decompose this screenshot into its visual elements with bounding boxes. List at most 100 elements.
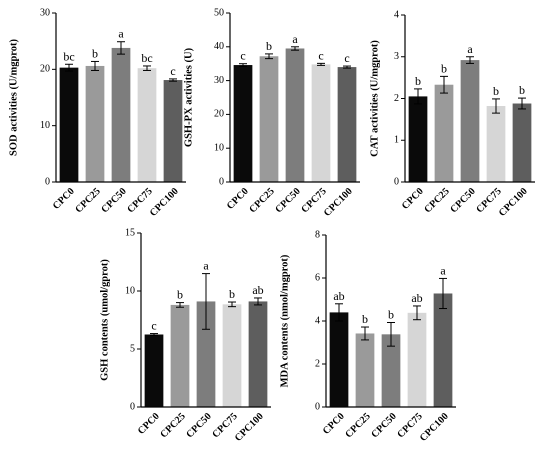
chart-gsh-px-activities: cCPC0bCPC25aCPC50cCPC75cCPC1000102030405…: [183, 7, 360, 219]
sod-error-bar-cpc75: [143, 65, 151, 71]
gsh-category-label: CPC50: [184, 411, 213, 440]
gsh-category-label: CPC100: [233, 411, 266, 444]
cat-category-label: CPC25: [422, 186, 451, 215]
sod-bar-cpc75: [137, 68, 157, 182]
mda-y-axis-label: MDA contents (nmol/mgprot): [279, 254, 290, 387]
gsh-significance-cpc75: b: [229, 287, 235, 301]
cat-significance-cpc25: b: [441, 61, 447, 75]
gsh-px-y-tick-label: 20: [214, 109, 224, 120]
cat-error-bar-cpc0: [414, 88, 422, 105]
gsh-px-error-bar-cpc25: [265, 53, 273, 60]
gsh-px-error-bar-cpc75: [317, 62, 325, 66]
gsh-px-y-tick-label: 40: [214, 41, 224, 52]
gsh-px-error-bar-cpc50: [291, 46, 299, 51]
gsh-bar-cpc0: [144, 334, 164, 407]
gsh-category-label: CPC25: [158, 411, 187, 440]
cat-error-bar-cpc100: [518, 97, 526, 110]
cat-y-axis-label: CAT activities (U/mgprot): [369, 40, 380, 157]
sod-category-label: CPC50: [99, 186, 128, 215]
mda-y-tick-label: 6: [315, 272, 320, 283]
mda-y-tick-label: 4: [315, 315, 320, 326]
cat-category-label: CPC50: [448, 186, 477, 215]
gsh-px-bar-cpc25: [259, 56, 279, 183]
sod-y-tick-label: 0: [45, 176, 50, 187]
gsh-px-significance-cpc100: c: [344, 51, 349, 65]
gsh-error-bar-cpc0: [150, 333, 158, 336]
cat-bar-cpc100: [512, 103, 532, 182]
gsh-y-tick-label: 0: [130, 401, 135, 412]
gsh-y-axis-label: GSH contents (umol/gprot): [99, 259, 110, 381]
sod-significance-cpc25: b: [92, 46, 98, 60]
gsh-px-y-tick-label: 30: [214, 75, 224, 86]
mda-significance-cpc25: b: [362, 312, 368, 326]
mda-category-label: CPC100: [418, 411, 451, 444]
gsh-px-significance-cpc50: a: [292, 32, 298, 46]
sod-bar-cpc0: [59, 67, 79, 182]
cat-y-tick-label: 1: [394, 135, 399, 146]
gsh-significance-cpc0: c: [151, 319, 156, 333]
gsh-px-category-label: CPC25: [247, 186, 276, 215]
cat-error-bar-cpc25: [440, 75, 448, 94]
cat-y-tick-label: 0: [394, 176, 399, 187]
mda-bar-cpc50: [381, 334, 401, 407]
cat-error-bar-cpc75: [492, 98, 500, 114]
sod-error-bar-cpc0: [65, 63, 73, 72]
sod-error-bar-cpc50: [117, 41, 125, 55]
gsh-error-bar-cpc25: [176, 302, 184, 308]
mda-error-bar-cpc0: [335, 303, 343, 322]
gsh-px-category-label: CPC100: [322, 186, 355, 219]
mda-category-label: CPC25: [343, 411, 372, 440]
sod-y-tick-label: 30: [40, 7, 50, 18]
chart-mda-contents: abCPC0bCPC25bCPC50abCPC75aCPC10002468MDA…: [279, 229, 456, 444]
sod-bar-cpc100: [163, 80, 183, 182]
gsh-px-y-tick-label: 50: [214, 7, 224, 18]
chart-gsh-contents: cCPC0bCPC25aCPC50bCPC75abCPC100051015GSH…: [99, 227, 271, 444]
gsh-px-error-bar-cpc0: [239, 63, 247, 67]
sod-y-axis-label: SOD activities (U/mgprot): [8, 38, 19, 156]
sod-y-tick-label: 20: [40, 64, 50, 75]
sod-bar-cpc50: [111, 47, 131, 183]
sod-category-label: CPC25: [73, 186, 102, 215]
sod-category-label: CPC100: [148, 186, 181, 219]
cat-error-bar-cpc50: [466, 56, 474, 64]
gsh-px-significance-cpc75: c: [318, 48, 323, 62]
mda-significance-cpc0: ab: [333, 289, 344, 303]
gsh-bar-cpc25: [170, 304, 190, 407]
cat-significance-cpc0: b: [415, 74, 421, 88]
mda-y-tick-label: 8: [315, 229, 320, 240]
cat-category-label: CPC100: [497, 186, 530, 219]
gsh-px-error-bar-cpc100: [343, 65, 351, 69]
mda-bar-cpc0: [329, 312, 349, 407]
cat-significance-cpc100: b: [519, 83, 525, 97]
cat-bar-cpc75: [486, 106, 506, 182]
gsh-significance-cpc100: ab: [252, 283, 263, 297]
sod-significance-cpc0: bc: [63, 49, 74, 63]
chart-sod-activities: bcCPC0bCPC25aCPC50bcCPC75cCPC1000102030S…: [8, 7, 186, 219]
sod-error-bar-cpc100: [169, 78, 177, 82]
gsh-px-bar-cpc75: [311, 64, 331, 182]
sod-y-tick-label: 10: [40, 120, 50, 131]
cat-significance-cpc50: a: [467, 42, 473, 56]
gsh-px-y-axis-label: GSH-PX activities (U): [183, 47, 194, 147]
mda-error-bar-cpc75: [413, 305, 421, 321]
gsh-significance-cpc25: b: [177, 288, 183, 302]
mda-error-bar-cpc50: [387, 322, 395, 347]
mda-category-label: CPC50: [369, 411, 398, 440]
gsh-significance-cpc50: a: [203, 259, 209, 273]
sod-significance-cpc75: bc: [141, 51, 152, 65]
gsh-bar-cpc100: [248, 301, 268, 407]
gsh-bar-cpc75: [222, 304, 242, 407]
sod-significance-cpc50: a: [118, 27, 124, 41]
cat-y-tick-label: 4: [394, 9, 399, 20]
mda-significance-cpc100: a: [440, 263, 446, 277]
mda-y-tick-label: 0: [315, 401, 320, 412]
gsh-px-y-tick-label: 0: [219, 176, 224, 187]
mda-error-bar-cpc25: [361, 326, 369, 341]
gsh-px-category-label: CPC50: [273, 186, 302, 215]
mda-bar-cpc100: [433, 293, 453, 407]
gsh-px-significance-cpc0: c: [240, 49, 245, 63]
gsh-px-bar-cpc100: [337, 67, 357, 182]
sod-error-bar-cpc25: [91, 60, 99, 71]
gsh-error-bar-cpc100: [254, 297, 262, 306]
